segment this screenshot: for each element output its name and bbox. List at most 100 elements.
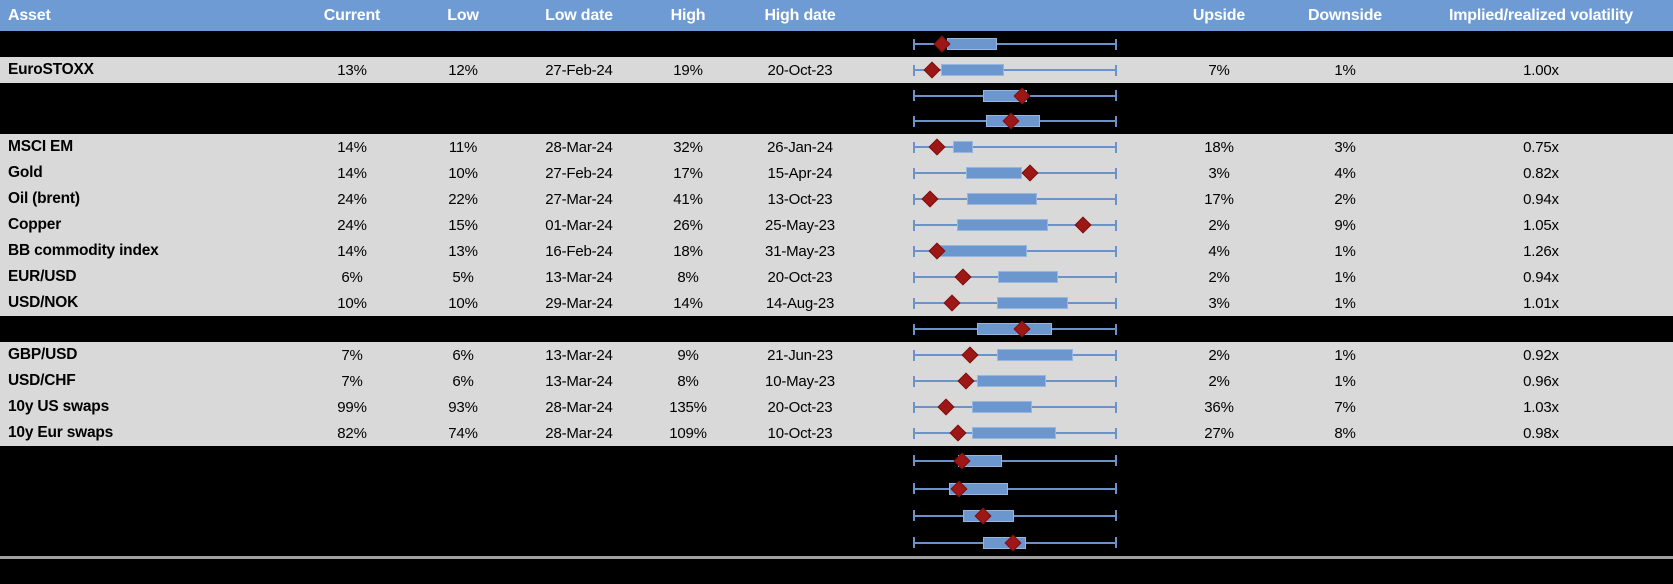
column-header-low[interactable]: Low — [447, 7, 479, 24]
cell-implied-realized-volatility[interactable]: 1.05x — [1523, 216, 1559, 234]
cell-current[interactable]: 24% — [337, 216, 367, 234]
cell-low[interactable]: 10% — [448, 294, 478, 312]
cell-asset[interactable]: 10y Eur swaps — [8, 424, 114, 441]
cell-current[interactable]: 14% — [337, 138, 367, 156]
cell-high[interactable]: 32% — [673, 138, 703, 156]
cell-low[interactable]: 5% — [452, 268, 474, 286]
cell-implied-realized-volatility[interactable]: 1.26x — [1523, 242, 1559, 260]
cell-downside[interactable]: 1% — [1334, 242, 1356, 260]
cell-current[interactable]: 14% — [337, 242, 367, 260]
cell-upside[interactable]: 7% — [1208, 61, 1230, 79]
cell-downside[interactable]: 4% — [1334, 164, 1356, 182]
cell-downside[interactable]: 7% — [1334, 398, 1356, 416]
cell-high-date[interactable]: 31-May-23 — [765, 242, 835, 260]
cell-low-date[interactable]: 28-Mar-24 — [545, 398, 613, 416]
cell-high-date[interactable]: 26-Jan-24 — [767, 138, 833, 156]
cell-current[interactable]: 10% — [337, 294, 367, 312]
cell-current[interactable]: 6% — [341, 268, 363, 286]
cell-high-date[interactable]: 13-Oct-23 — [767, 190, 833, 208]
cell-upside[interactable]: 27% — [1204, 424, 1234, 442]
cell-asset[interactable]: USD/NOK — [8, 294, 79, 311]
cell-implied-realized-volatility[interactable]: 0.94x — [1523, 268, 1559, 286]
cell-high-date[interactable]: 25-May-23 — [765, 216, 835, 234]
cell-downside[interactable]: 2% — [1334, 190, 1356, 208]
cell-downside[interactable]: 1% — [1334, 61, 1356, 79]
cell-downside[interactable]: 8% — [1334, 424, 1356, 442]
cell-high-date[interactable]: 10-May-23 — [765, 372, 835, 390]
cell-current[interactable]: 99% — [337, 398, 367, 416]
cell-high-date[interactable]: 20-Oct-23 — [767, 398, 833, 416]
cell-current[interactable]: 13% — [337, 61, 367, 79]
cell-low[interactable]: 22% — [448, 190, 478, 208]
cell-low[interactable]: 11% — [448, 138, 478, 156]
cell-high[interactable]: 135% — [669, 398, 707, 416]
cell-asset[interactable]: Gold — [8, 164, 43, 181]
cell-implied-realized-volatility[interactable]: 0.82x — [1523, 164, 1559, 182]
cell-downside[interactable]: 9% — [1334, 216, 1356, 234]
cell-high[interactable]: 109% — [669, 424, 707, 442]
column-header-current[interactable]: Current — [323, 7, 381, 24]
cell-low[interactable]: 93% — [448, 398, 478, 416]
cell-current[interactable]: 82% — [337, 424, 367, 442]
cell-asset[interactable]: GBP/USD — [8, 346, 78, 363]
cell-low[interactable]: 6% — [452, 372, 474, 390]
cell-implied-realized-volatility[interactable]: 0.75x — [1523, 138, 1559, 156]
cell-implied-realized-volatility[interactable]: 1.00x — [1523, 61, 1559, 79]
cell-upside[interactable]: 4% — [1208, 242, 1230, 260]
cell-asset[interactable]: MSCI EM — [8, 138, 73, 155]
cell-low[interactable]: 12% — [448, 61, 478, 79]
cell-low[interactable]: 74% — [448, 424, 478, 442]
cell-high-date[interactable]: 21-Jun-23 — [767, 346, 833, 364]
cell-upside[interactable]: 2% — [1208, 372, 1230, 390]
column-header-implied-realized-volatility[interactable]: Implied/realized volatility — [1449, 7, 1633, 24]
cell-high[interactable]: 19% — [673, 61, 703, 79]
cell-low[interactable]: 13% — [448, 242, 478, 260]
cell-high[interactable]: 14% — [673, 294, 703, 312]
cell-high[interactable]: 17% — [673, 164, 703, 182]
cell-low-date[interactable]: 29-Mar-24 — [545, 294, 613, 312]
cell-low-date[interactable]: 16-Feb-24 — [545, 242, 613, 260]
cell-low-date[interactable]: 28-Mar-24 — [545, 424, 613, 442]
cell-low[interactable]: 10% — [448, 164, 478, 182]
cell-low-date[interactable]: 13-Mar-24 — [545, 372, 613, 390]
cell-asset[interactable]: BB commodity index — [8, 242, 159, 259]
column-header-high-date[interactable]: High date — [764, 7, 836, 24]
cell-downside[interactable]: 1% — [1334, 346, 1356, 364]
cell-high-date[interactable]: 20-Oct-23 — [767, 61, 833, 79]
cell-high[interactable]: 8% — [677, 268, 699, 286]
column-header-low-date[interactable]: Low date — [545, 7, 613, 24]
cell-downside[interactable]: 3% — [1334, 138, 1356, 156]
cell-high[interactable]: 18% — [673, 242, 703, 260]
cell-upside[interactable]: 36% — [1204, 398, 1234, 416]
cell-low[interactable]: 15% — [448, 216, 478, 234]
cell-downside[interactable]: 1% — [1334, 372, 1356, 390]
cell-upside[interactable]: 18% — [1204, 138, 1234, 156]
cell-implied-realized-volatility[interactable]: 1.01x — [1523, 294, 1559, 312]
cell-high-date[interactable]: 14-Aug-23 — [765, 294, 835, 312]
cell-upside[interactable]: 17% — [1204, 190, 1234, 208]
cell-high[interactable]: 9% — [677, 346, 699, 364]
cell-current[interactable]: 24% — [337, 190, 367, 208]
cell-asset[interactable]: USD/CHF — [8, 372, 76, 389]
cell-downside[interactable]: 1% — [1334, 294, 1356, 312]
cell-implied-realized-volatility[interactable]: 0.94x — [1523, 190, 1559, 208]
cell-current[interactable]: 14% — [337, 164, 367, 182]
cell-low-date[interactable]: 27-Feb-24 — [545, 61, 613, 79]
cell-low-date[interactable]: 27-Mar-24 — [545, 190, 613, 208]
cell-asset[interactable]: 10y US swaps — [8, 398, 109, 415]
cell-upside[interactable]: 2% — [1208, 268, 1230, 286]
cell-high[interactable]: 26% — [673, 216, 703, 234]
cell-upside[interactable]: 2% — [1208, 346, 1230, 364]
cell-current[interactable]: 7% — [341, 346, 363, 364]
column-header-downside[interactable]: Downside — [1308, 7, 1382, 24]
cell-low-date[interactable]: 01-Mar-24 — [545, 216, 613, 234]
cell-low-date[interactable]: 27-Feb-24 — [545, 164, 613, 182]
cell-asset[interactable]: EUR/USD — [8, 268, 77, 285]
cell-asset[interactable]: EuroSTOXX — [8, 61, 94, 78]
cell-low[interactable]: 6% — [452, 346, 474, 364]
cell-upside[interactable]: 3% — [1208, 164, 1230, 182]
cell-low-date[interactable]: 13-Mar-24 — [545, 268, 613, 286]
cell-high-date[interactable]: 10-Oct-23 — [767, 424, 833, 442]
cell-upside[interactable]: 2% — [1208, 216, 1230, 234]
cell-low-date[interactable]: 28-Mar-24 — [545, 138, 613, 156]
